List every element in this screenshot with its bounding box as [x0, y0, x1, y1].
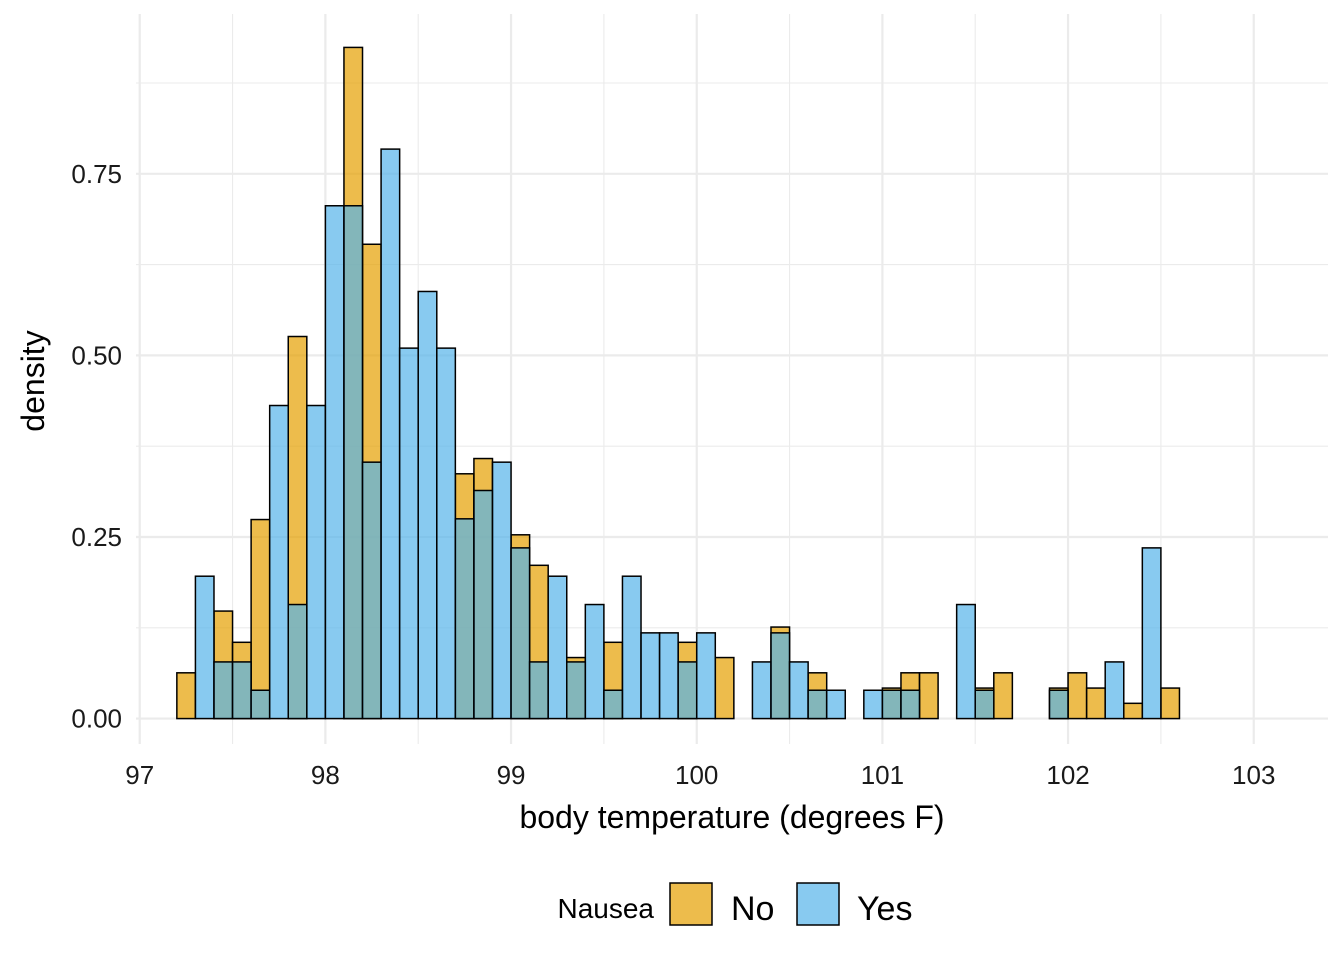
bar-yes [324, 205, 345, 720]
bar-yes [677, 661, 698, 720]
bar-yes [361, 461, 382, 720]
bar-yes [770, 632, 791, 720]
bar-no [1123, 702, 1144, 720]
y-tick-label: 0.50 [71, 340, 122, 370]
bar-yes [658, 632, 679, 720]
legend-key-no [669, 882, 713, 926]
legend-label-yes: Yes [857, 890, 912, 928]
y-axis-title: density [15, 330, 51, 431]
bar-yes [417, 290, 438, 720]
legend-title: Nausea [557, 893, 654, 924]
bar-yes [900, 689, 921, 720]
bar-no [993, 672, 1014, 720]
x-tick-label: 97 [125, 760, 154, 790]
x-tick-label: 100 [675, 760, 718, 790]
bar-yes [343, 205, 364, 720]
bar-yes [231, 661, 252, 720]
legend-key-yes [796, 882, 840, 926]
bar-yes [398, 347, 419, 720]
bar-yes [1104, 661, 1125, 720]
bar-yes [566, 661, 587, 720]
bar-yes [1048, 689, 1069, 720]
bar-yes [380, 148, 401, 720]
bar-no [1067, 672, 1088, 720]
bar-yes [268, 404, 289, 720]
bar-yes [1141, 547, 1162, 720]
x-tick-label: 98 [311, 760, 340, 790]
bar-no [714, 656, 735, 720]
bar-yes [584, 603, 605, 720]
bar-yes [510, 547, 531, 720]
y-tick-label: 0.75 [71, 159, 122, 189]
bar-yes [825, 689, 847, 720]
bar-yes [955, 603, 976, 720]
x-axis-ticks: 97 98 99 100 101 102 103 [125, 760, 1275, 790]
bar-yes [881, 689, 902, 720]
bar-yes [250, 689, 271, 720]
bar-yes [306, 404, 327, 720]
bar-yes [640, 632, 661, 720]
x-tick-label: 101 [861, 760, 904, 790]
bar-yes [491, 461, 512, 720]
x-tick-label: 103 [1232, 760, 1275, 790]
bar-yes [695, 632, 717, 720]
bar-yes [788, 661, 809, 720]
bar-yes [974, 689, 995, 720]
bar-yes [213, 661, 234, 720]
y-tick-label: 0.00 [71, 704, 122, 734]
bar-no [1085, 687, 1106, 720]
x-axis-title: body temperature (degrees F) [519, 799, 944, 835]
bar-yes [547, 575, 568, 720]
bar-yes [436, 347, 457, 720]
bar-no [176, 672, 197, 720]
bar-yes [194, 575, 215, 720]
series-yes-bars [194, 148, 1162, 720]
bar-yes [454, 518, 475, 720]
x-tick-label: 102 [1046, 760, 1089, 790]
bar-yes [603, 689, 624, 720]
bar-yes [528, 661, 549, 720]
legend: Nausea No Yes [557, 882, 912, 928]
bar-yes [621, 575, 642, 720]
bar-yes [751, 661, 772, 720]
bar-yes [807, 689, 828, 720]
bar-yes [287, 603, 308, 720]
legend-label-no: No [731, 890, 774, 928]
y-tick-label: 0.25 [71, 522, 122, 552]
x-tick-label: 99 [497, 760, 526, 790]
y-axis-ticks: 0.00 0.25 0.50 0.75 [71, 159, 122, 734]
bar-no [1160, 687, 1181, 720]
bar-no [918, 672, 939, 720]
bar-yes [863, 689, 884, 720]
bar-no [250, 518, 271, 720]
bar-yes [473, 489, 494, 720]
